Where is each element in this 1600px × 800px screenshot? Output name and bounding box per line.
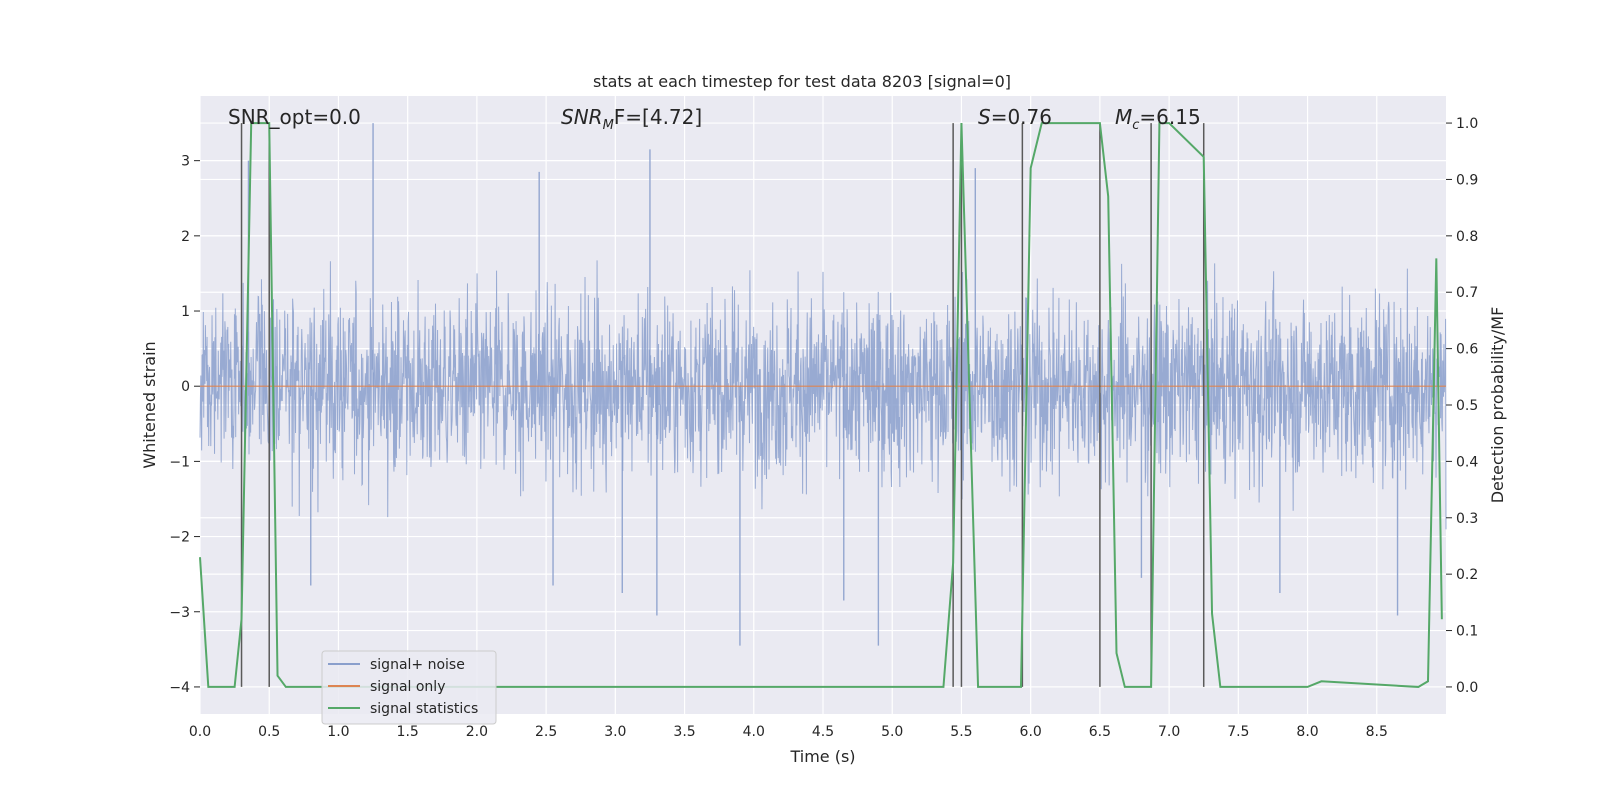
y-tick-label: −3 (169, 605, 190, 621)
x-tick-label: 7.5 (1227, 724, 1249, 740)
x-tick-label: 2.5 (535, 724, 557, 740)
series-signal-plus-noise (199, 123, 1447, 646)
x-axis-label: Time (s) (789, 747, 855, 766)
x-tick-label: 1.0 (327, 724, 349, 740)
annotation-s: S=0.76 (978, 105, 1052, 129)
annotation-s-value: =0.76 (991, 105, 1052, 129)
y-tick-label: −2 (169, 530, 190, 546)
x-axis-ticks: 0.0 0.5 1.0 1.5 2.0 2.5 3.0 3.5 4.0 4.5 5.0 5.5 6.0 6… (189, 724, 1388, 740)
x-tick-label: 2.0 (466, 724, 488, 740)
x-tick-label: 8.0 (1296, 724, 1318, 740)
annotation-mc: Mc=6.15 (1115, 105, 1201, 133)
x-tick-label: 7.0 (1158, 724, 1180, 740)
y2-tick-label: 0.1 (1456, 624, 1478, 640)
x-tick-label: 8.5 (1366, 724, 1388, 740)
y2-tick-label: 1.0 (1456, 116, 1478, 132)
vertical-marker-lines (240, 123, 1205, 687)
legend-label-signal-statistics: signal statistics (370, 701, 478, 717)
y2-tick-label: 0.4 (1456, 454, 1478, 470)
annotation-mc-value: =6.15 (1139, 105, 1200, 129)
y-axis-label: Whitened strain (140, 341, 159, 468)
y2-tick-label: 0.9 (1456, 172, 1478, 188)
annotation-mc-label: M (1115, 105, 1132, 129)
y-tick-label: −1 (169, 454, 190, 470)
annotation-snr-mf-value: F=[4.72] (614, 105, 702, 129)
y-axis-ticks: 3 2 1 0 −1 −2 −3 −4 (169, 154, 200, 696)
y-tick-label: 3 (181, 154, 190, 170)
x-tick-label: 5.0 (881, 724, 903, 740)
series-signal-statistics (199, 122, 1443, 688)
y2-tick-label: 0.6 (1456, 342, 1478, 358)
annotation-snr-mf: SNRMF=[4.72] (561, 105, 702, 133)
legend-label-signal-plus-noise: signal+ noise (370, 657, 465, 673)
y2-tick-label: 0.5 (1456, 398, 1478, 414)
annotation-snr-mf-label: SNR (561, 105, 603, 129)
y2-tick-label: 0.7 (1456, 285, 1478, 301)
y-tick-label: 2 (181, 229, 190, 245)
y-tick-label: 1 (181, 304, 190, 320)
legend: signal+ noise signal only signal statist… (321, 650, 497, 725)
y-tick-label: −4 (169, 680, 190, 696)
x-tick-label: 3.5 (673, 724, 695, 740)
y2-tick-label: 0.0 (1456, 680, 1478, 696)
x-tick-label: 4.0 (743, 724, 765, 740)
annotation-snr-opt: SNR_opt=0.0 (228, 105, 361, 129)
legend-label-signal-only: signal only (370, 679, 445, 695)
y-tick-label: 0 (181, 379, 190, 395)
x-tick-label: 0.5 (258, 724, 280, 740)
x-tick-label: 1.5 (397, 724, 419, 740)
signal-statistics-line (199, 122, 1443, 688)
x-tick-label: 4.5 (812, 724, 834, 740)
chart-title: stats at each timestep for test data 820… (593, 72, 1011, 91)
y2-tick-label: 0.8 (1456, 229, 1478, 245)
annotation-snr-mf-sub: M (603, 118, 614, 133)
x-tick-label: 5.5 (950, 724, 972, 740)
x-tick-label: 0.0 (189, 724, 211, 740)
y2-tick-label: 0.3 (1456, 511, 1478, 527)
legend-box (321, 650, 497, 725)
x-tick-label: 3.0 (604, 724, 626, 740)
annotation-mc-sub: c (1132, 118, 1139, 133)
y2-tick-label: 0.2 (1456, 567, 1478, 583)
annotation-s-label: S (978, 105, 991, 129)
signal-plus-noise-line (199, 260, 1447, 530)
y2-axis-label: Detection probability/MF (1488, 307, 1507, 504)
x-tick-label: 6.5 (1089, 724, 1111, 740)
y2-axis-ticks: 1.0 0.9 0.8 0.7 0.6 0.5 0.4 0.3 0.2 0.1 0.0 (1446, 116, 1478, 696)
x-tick-label: 6.0 (1020, 724, 1042, 740)
